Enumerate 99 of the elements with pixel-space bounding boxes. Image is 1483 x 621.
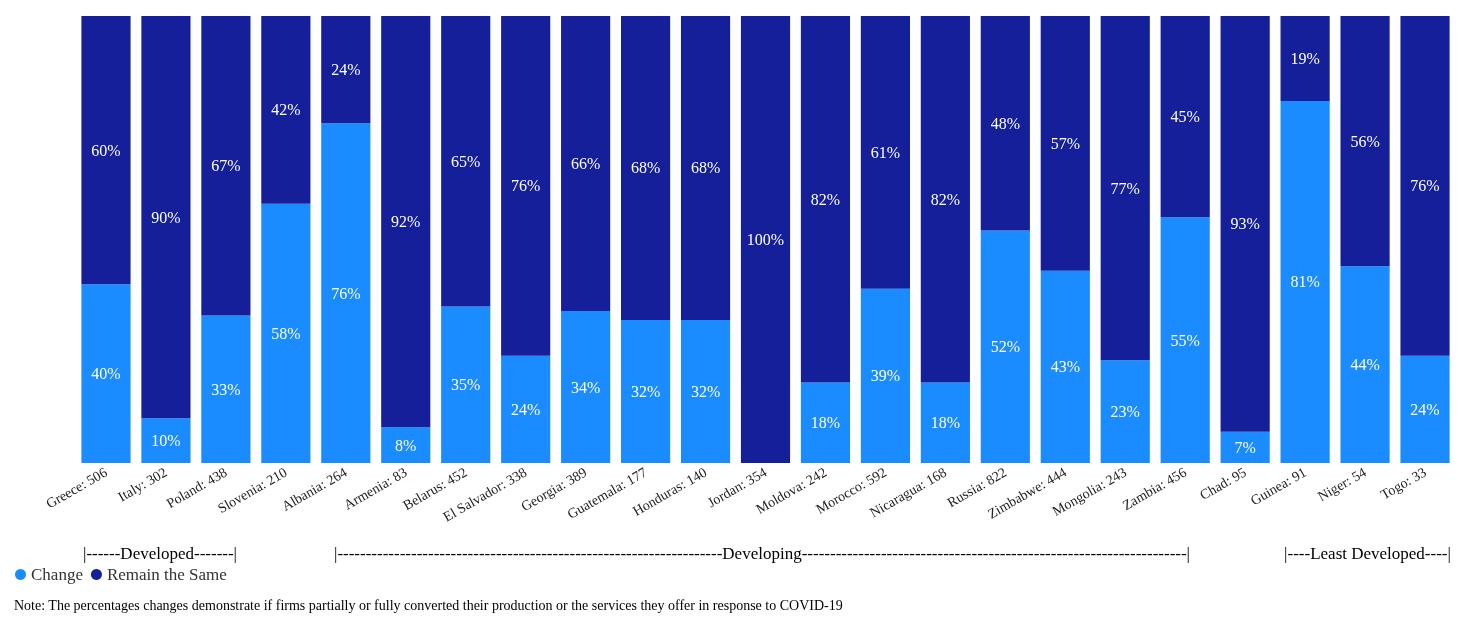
bar (321, 123, 371, 463)
data-label: 10% (151, 432, 181, 450)
data-label: 90% (151, 208, 181, 226)
data-label: 33% (211, 380, 241, 398)
bar (261, 203, 311, 463)
data-label: 67% (211, 157, 241, 175)
data-label: 68% (690, 159, 721, 177)
bar (1100, 16, 1150, 361)
data-label: 55% (1170, 331, 1200, 349)
data-label: 34% (570, 378, 601, 396)
data-label: 39% (870, 367, 901, 385)
text: |----Least Developed----| (1284, 543, 1451, 563)
bar (1160, 217, 1210, 463)
bar (561, 311, 611, 463)
data-label: 82% (810, 190, 841, 208)
bar (980, 16, 1030, 231)
data-label: 66% (570, 155, 601, 173)
data-label: 60% (91, 141, 121, 159)
data-label: 18% (810, 414, 841, 432)
text: Note: The percentages changes demonstrate if firms partially or fully converted their production or the services they offer in response to COVID-19 (14, 597, 843, 613)
legend-label: Remain the Same (106, 565, 227, 584)
data-label: 77% (1110, 179, 1140, 197)
x-tick-label: Togo: 33 (1378, 464, 1429, 503)
data-label: 43% (1050, 358, 1080, 376)
bar (1400, 355, 1450, 463)
data-label: 42% (271, 101, 301, 119)
bar (1220, 16, 1270, 432)
bar (321, 16, 371, 124)
data-label: 76% (511, 177, 541, 195)
text: |--------------------------------------------------------------------Developing--------------------------------------------------------------------| (333, 543, 1191, 563)
bar (1100, 360, 1150, 463)
data-label: 32% (690, 382, 721, 400)
bar (1280, 16, 1330, 101)
bar (621, 319, 671, 463)
bar (81, 16, 131, 285)
data-label: 8% (395, 436, 417, 454)
bar (1220, 431, 1270, 463)
data-label: 68% (630, 159, 661, 177)
data-label: 40% (91, 365, 121, 383)
data-label: 81% (1290, 273, 1320, 291)
bar (680, 319, 731, 463)
bar (381, 427, 431, 463)
bar (680, 16, 731, 320)
bar (1280, 100, 1330, 463)
bar (740, 16, 791, 463)
data-label: 52% (990, 338, 1020, 356)
data-label: 58% (271, 324, 301, 342)
data-label: 23% (1110, 403, 1140, 421)
bar (441, 16, 491, 307)
bar (860, 288, 910, 463)
data-label: 61% (870, 143, 901, 161)
bar (141, 418, 191, 463)
data-label: 76% (331, 284, 361, 302)
bar (501, 16, 551, 356)
bar (920, 16, 970, 383)
bar (1340, 16, 1390, 267)
bar (1040, 270, 1090, 463)
bar (201, 16, 251, 316)
bar (261, 16, 311, 204)
bar (800, 382, 851, 463)
data-label: 19% (1290, 49, 1320, 67)
bar (501, 355, 551, 463)
bar (980, 230, 1030, 463)
bar (441, 306, 491, 463)
bar (1400, 16, 1450, 356)
data-label: 35% (451, 376, 481, 394)
bar (860, 16, 910, 289)
data-label: 24% (511, 400, 541, 418)
data-label: 44% (1350, 356, 1380, 374)
data-label: 76% (1410, 177, 1440, 195)
bar (1160, 16, 1210, 218)
data-label: 92% (391, 213, 421, 231)
x-tick-label: Chad: 95 (1197, 464, 1249, 503)
bar (1040, 16, 1090, 271)
bar (141, 16, 191, 419)
data-label: 93% (1230, 215, 1260, 233)
data-label: 7% (1234, 438, 1256, 456)
data-label: 100% (746, 231, 785, 248)
data-label: 24% (331, 61, 361, 79)
data-label: 18% (930, 414, 961, 432)
data-label: 24% (1410, 400, 1440, 418)
x-tick-label: Niger: 54 (1315, 464, 1369, 505)
bar (561, 16, 611, 312)
bar (621, 16, 671, 320)
data-label: 57% (1050, 134, 1080, 152)
data-label: 45% (1170, 108, 1200, 126)
bar (920, 382, 970, 463)
data-label: 56% (1350, 132, 1380, 150)
data-label: 65% (451, 152, 481, 170)
legend-label: Change (31, 565, 83, 584)
bar (381, 16, 431, 428)
data-label: 32% (630, 382, 661, 400)
bar (800, 16, 851, 383)
data-label: 82% (930, 190, 961, 208)
text: |------Developed-------| (82, 543, 238, 563)
data-label: 48% (990, 114, 1020, 132)
bar (201, 315, 251, 463)
bar (1340, 266, 1390, 463)
bar (81, 284, 131, 463)
